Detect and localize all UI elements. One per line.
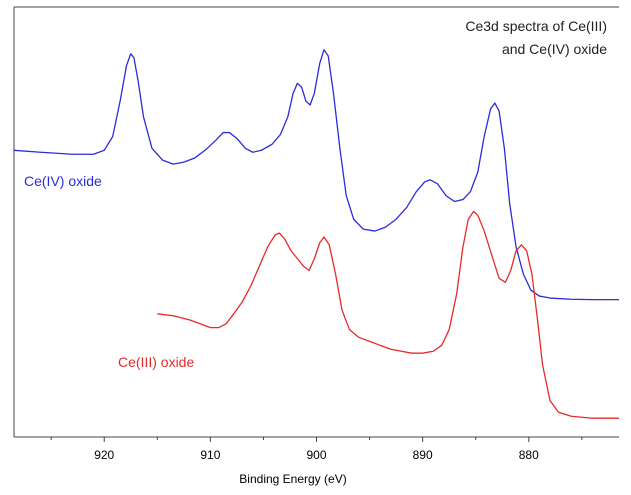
series-layer: [13, 49, 619, 419]
chart-title-line-1: Ce3d spectra of Ce(III): [465, 18, 607, 34]
x-tick-label-890: 890: [413, 448, 433, 462]
chart-title-line-2: and Ce(IV) oxide: [502, 41, 607, 57]
x-tick-label-900: 900: [306, 448, 326, 462]
x-tick-label-880: 880: [519, 448, 539, 462]
x-tick-label-910: 910: [200, 448, 220, 462]
series-line-ce-iv-oxide: [13, 49, 619, 301]
series-label-ce-iv-oxide: Ce(IV) oxide: [24, 173, 102, 189]
x-axis-title: Binding Energy (eV): [239, 472, 346, 486]
x-tick-label-920: 920: [94, 448, 114, 462]
chart-title: Ce3d spectra of Ce(III) and Ce(IV) oxide: [465, 18, 607, 57]
x-axis-ticks: 920 910 900 890 880: [50, 437, 583, 462]
series-line-ce-iii-oxide: [157, 210, 619, 419]
series-label-ce-iii-oxide: Ce(III) oxide: [118, 354, 194, 370]
